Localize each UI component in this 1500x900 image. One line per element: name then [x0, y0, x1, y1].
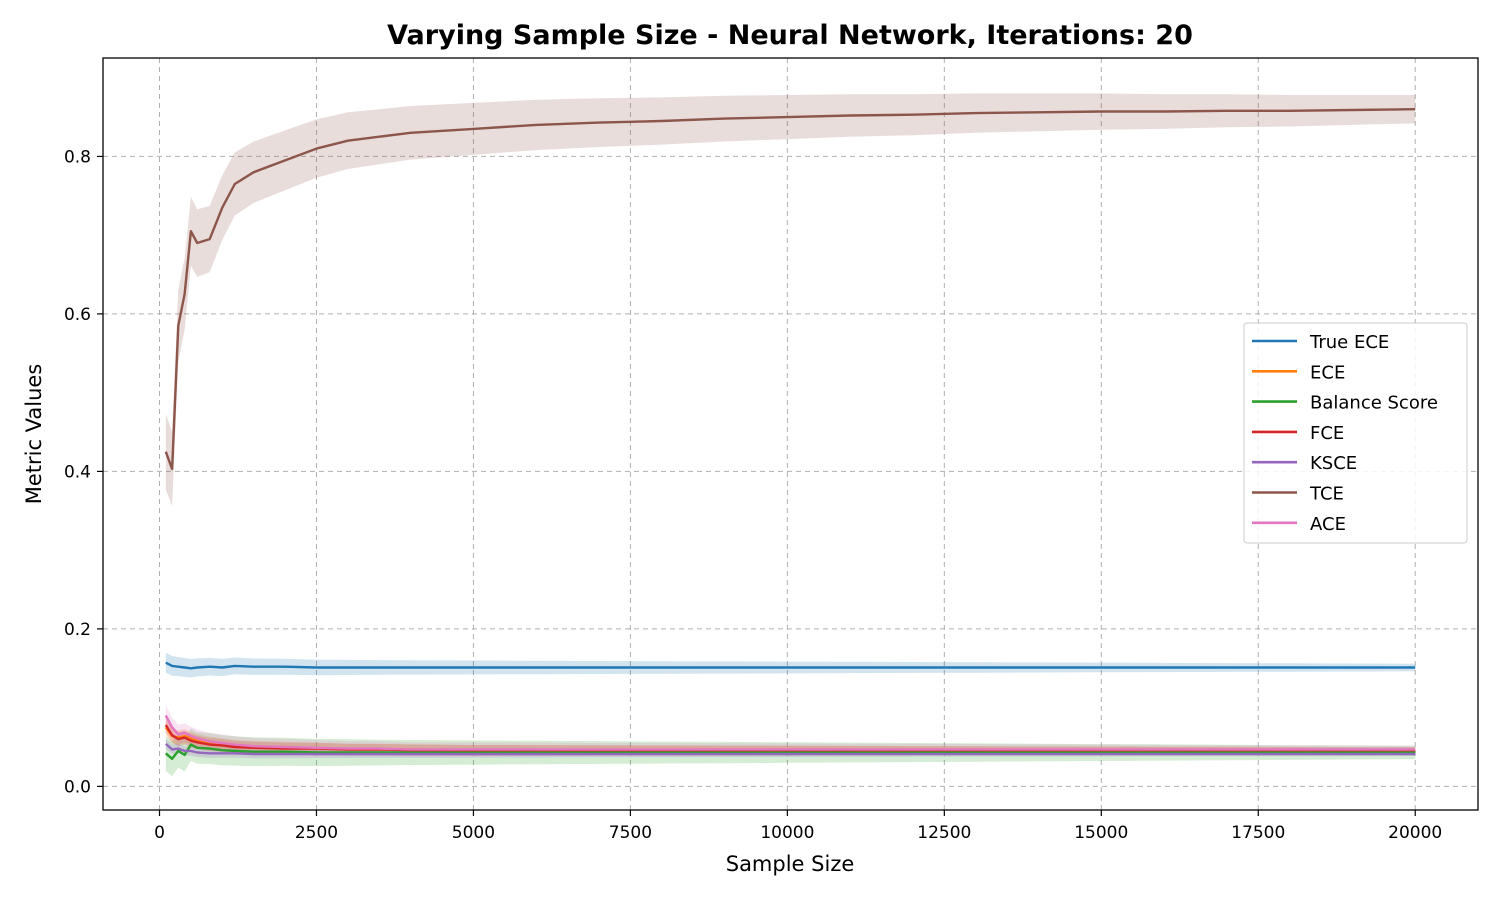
x-tick-label: 5000 — [452, 823, 495, 843]
legend-label-fce: FCE — [1310, 423, 1344, 444]
legend-label-ksce: KSCE — [1310, 453, 1357, 474]
band-fce — [165, 717, 1416, 756]
y-tick-label: 0.6 — [64, 305, 91, 325]
y-tick-label: 0.0 — [64, 777, 91, 797]
line-true-ece — [165, 661, 1416, 670]
y-tick-label: 0.4 — [64, 462, 91, 482]
legend-label-ece: ECE — [1310, 362, 1345, 383]
y-tick-label: 0.2 — [64, 620, 91, 640]
legend-label-ace: ACE — [1310, 514, 1346, 535]
x-tick-label: 0 — [154, 823, 165, 843]
x-tick-label: 15000 — [1074, 823, 1128, 843]
series-lines — [164, 108, 1416, 760]
band-ece — [165, 719, 1416, 756]
band-ace — [165, 705, 1416, 757]
chart-title: Varying Sample Size - Neural Network, It… — [387, 20, 1193, 51]
legend-label-tce: TCE — [1309, 484, 1344, 505]
x-tick-label: 17500 — [1231, 823, 1285, 843]
legend-box — [1243, 322, 1468, 544]
line-ace — [164, 714, 1416, 751]
legend-label-true-ece: True ECE — [1309, 332, 1389, 353]
x-tick-label: 10000 — [760, 823, 814, 843]
x-axis-label: Sample Size — [726, 852, 855, 876]
band-true-ece — [165, 652, 1416, 678]
y-axis-ticks: 0.0 0.2 0.4 0.6 0.8 — [64, 147, 103, 797]
line-tce — [164, 108, 1416, 471]
x-tick-label: 12500 — [917, 823, 971, 843]
legend: True ECE ECE Balance Score FCE KSCE TCE ACE — [1243, 322, 1468, 544]
line-ksce — [165, 742, 1416, 756]
y-axis-label: Metric Values — [22, 364, 46, 505]
x-axis-ticks: 0 2500 5000 7500 10000 12500 15000 17500 20000 — [154, 810, 1442, 843]
x-tick-label: 7500 — [609, 823, 652, 843]
line-balance-score — [165, 743, 1416, 760]
x-tick-label: 2500 — [295, 823, 338, 843]
y-tick-label: 0.8 — [64, 147, 91, 167]
band-tce — [165, 93, 1416, 507]
plot-frame — [102, 57, 1479, 811]
legend-label-balance-score: Balance Score — [1310, 393, 1438, 414]
x-tick-label: 20000 — [1388, 823, 1442, 843]
